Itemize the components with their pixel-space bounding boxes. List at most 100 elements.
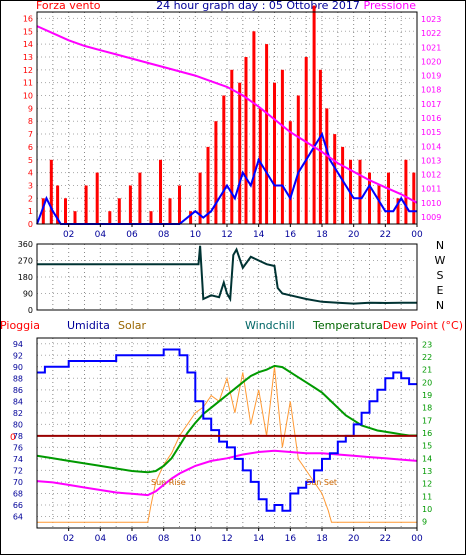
wind-tick-label: 10 bbox=[23, 92, 33, 101]
x-tick-label: 22 bbox=[380, 534, 391, 544]
wind-tick-label: 5 bbox=[28, 156, 33, 165]
direction-line bbox=[37, 245, 417, 305]
temperature-tick-label: 9 bbox=[422, 518, 427, 527]
wind-bar bbox=[318, 69, 322, 224]
wind-bar bbox=[288, 121, 292, 224]
wind-bar bbox=[168, 198, 172, 224]
wind-bar bbox=[273, 82, 276, 224]
temperature-tick-label: 12 bbox=[422, 480, 432, 489]
x-tick-label: 14 bbox=[253, 534, 265, 544]
x-tick-label: 12 bbox=[221, 230, 232, 240]
pressure-tick-label: 1014 bbox=[421, 142, 441, 151]
wind-bar bbox=[138, 172, 142, 224]
x-tick-label: 10 bbox=[190, 534, 202, 544]
wind-tick-label: 0 bbox=[28, 220, 33, 229]
compass-letter: S bbox=[437, 269, 444, 282]
temperature-tick-label: 15 bbox=[422, 442, 432, 451]
wind-bar bbox=[214, 121, 218, 224]
wind-bar bbox=[108, 211, 112, 224]
humidity-line bbox=[37, 348, 417, 512]
humidity-tick-label: 70 bbox=[13, 478, 23, 487]
temperature-line bbox=[36, 364, 417, 474]
x-tick-label: 02 bbox=[63, 230, 74, 240]
pressure-tick-label: 1009 bbox=[421, 213, 441, 222]
x-tick-label: 20 bbox=[348, 230, 360, 240]
compass-letter: N bbox=[436, 299, 444, 312]
wind-tick-label: 11 bbox=[23, 79, 33, 88]
rain-zero-label: 0 bbox=[10, 433, 16, 443]
pressure-tick-label: 1012 bbox=[421, 171, 441, 180]
wind-bar bbox=[230, 69, 234, 224]
temperature-tick-label: 10 bbox=[422, 505, 432, 514]
dewpoint-line bbox=[36, 449, 418, 497]
solar-line bbox=[37, 366, 417, 523]
x-tick-label: 08 bbox=[158, 230, 170, 240]
pressure-line bbox=[36, 25, 418, 204]
direction-tick-label: 360 bbox=[18, 240, 33, 249]
wind-tick-label: 9 bbox=[28, 104, 33, 113]
humidity-tick-label: 64 bbox=[13, 512, 23, 521]
humidity-tick-label: 68 bbox=[13, 489, 23, 498]
humidity-tick-label: 76 bbox=[13, 443, 23, 452]
temperature-tick-label: 14 bbox=[422, 454, 432, 463]
wind-bar bbox=[95, 172, 99, 224]
wind-bar bbox=[404, 159, 408, 224]
pressure-tick-label: 1010 bbox=[421, 199, 441, 208]
pressure-tick-label: 1021 bbox=[421, 43, 441, 52]
x-tick-label: 06 bbox=[126, 534, 138, 544]
x-tick-label: 10 bbox=[190, 230, 202, 240]
wind-bar bbox=[358, 159, 362, 224]
humidity-tick-label: 74 bbox=[13, 455, 23, 464]
temperature-tick-label: 16 bbox=[422, 429, 432, 438]
wind-bar bbox=[341, 146, 345, 224]
humidity-tick-label: 72 bbox=[13, 466, 23, 475]
temperature-tick-label: 18 bbox=[422, 404, 432, 413]
direction-tick-label: 180 bbox=[18, 273, 33, 282]
wind-bar bbox=[189, 211, 193, 224]
humidity-tick-label: 88 bbox=[13, 374, 23, 383]
compass-letter: E bbox=[437, 284, 444, 297]
humidity-tick-label: 78 bbox=[13, 432, 23, 441]
humidity-tick-label: 92 bbox=[13, 351, 23, 360]
x-tick-label: 04 bbox=[95, 230, 107, 240]
wind-tick-label: 15 bbox=[23, 27, 33, 36]
x-tick-label: 18 bbox=[316, 230, 328, 240]
wind-bar bbox=[84, 185, 88, 224]
dewpoint-label: Dew Point (°C) bbox=[383, 319, 463, 332]
x-tick-label: 08 bbox=[158, 534, 170, 544]
windchill-label: Windchill bbox=[245, 319, 295, 332]
wind-bar bbox=[64, 198, 67, 224]
wind-tick-label: 3 bbox=[28, 181, 33, 190]
wind-axis-label: Forza vento bbox=[36, 0, 101, 12]
pressure-tick-label: 1020 bbox=[421, 57, 441, 66]
wind-bar bbox=[198, 172, 202, 224]
wind-tick-label: 6 bbox=[28, 143, 33, 152]
x-tick-label: 04 bbox=[95, 534, 107, 544]
humidity-label: Umidita bbox=[67, 319, 110, 332]
compass-letter: N bbox=[436, 239, 444, 252]
wind-bar bbox=[41, 198, 45, 224]
wind-bar bbox=[222, 95, 226, 224]
wind-bar bbox=[178, 185, 181, 224]
wind-bar bbox=[159, 159, 162, 224]
wind-bar bbox=[368, 172, 371, 224]
wind-pressure-panel: 0123456789101112131415161009101010111012… bbox=[23, 5, 441, 240]
wind-bar bbox=[73, 211, 77, 224]
wind-bar bbox=[56, 185, 60, 224]
humidity-tick-label: 90 bbox=[13, 363, 23, 372]
wind-tick-label: 7 bbox=[28, 130, 33, 139]
wind-tick-label: 1 bbox=[28, 207, 33, 216]
wind-bar bbox=[244, 57, 248, 224]
wind-tick-label: 12 bbox=[23, 66, 33, 75]
rain-label: Pioggia bbox=[0, 319, 40, 332]
wind-bar bbox=[206, 146, 210, 224]
wind-bar bbox=[280, 69, 284, 224]
wind-tick-label: 14 bbox=[23, 40, 33, 49]
solar-label: Solar bbox=[118, 319, 147, 332]
x-tick-label: 00 bbox=[411, 230, 423, 240]
pressure-tick-label: 1023 bbox=[421, 15, 441, 24]
temperature-tick-label: 23 bbox=[422, 340, 432, 349]
